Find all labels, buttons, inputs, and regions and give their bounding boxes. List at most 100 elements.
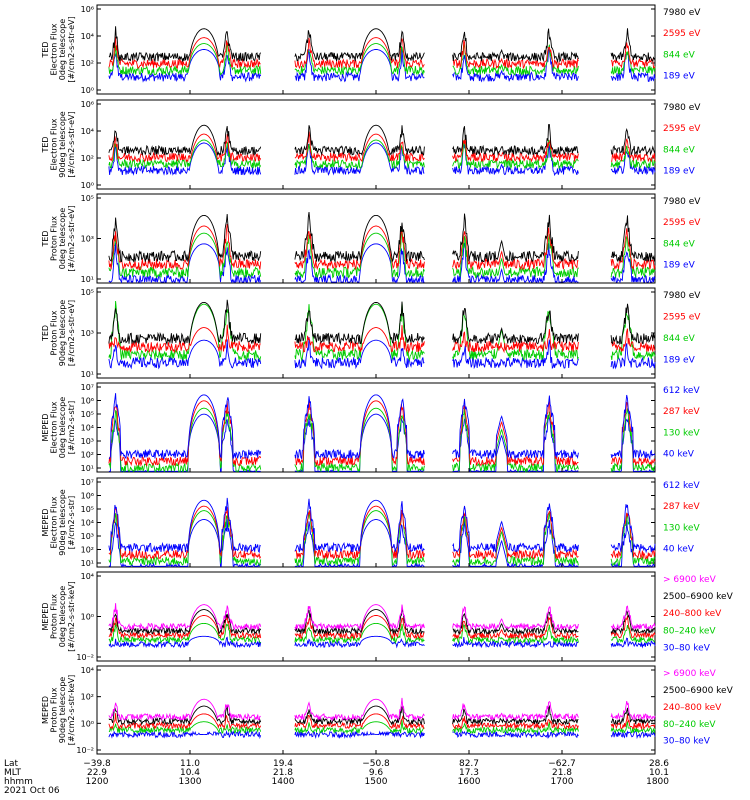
y-axis-label-line: MEPED [41, 509, 50, 537]
series-trace-80-240-kev [108, 622, 656, 645]
series-trace-130-kev [108, 510, 656, 568]
series-trace--6900-kev [108, 697, 656, 722]
legend-entry: 40 keV [663, 450, 695, 460]
y-axis-label-line: Proton Flux [50, 687, 59, 732]
series-trace-7980-ev [108, 211, 656, 264]
legend-entry: 80–240 keV [663, 720, 716, 730]
y-axis-label-line: Electron Flux [50, 23, 59, 75]
y-axis-label-line: [#/cm2-s-str-eV] [67, 111, 76, 177]
y-tick-label: 10² [81, 693, 94, 702]
y-axis-label-line: MEPED [41, 414, 50, 442]
y-tick-label: 10¹ [81, 464, 94, 473]
series-trace-30-80-kev [108, 635, 656, 649]
y-axis-label: TEDProton Flux0deg telescope[#/cm2-s-str… [41, 205, 76, 271]
y-axis-label: TEDProton Flux90deg telescope[#/cm2-s-st… [41, 300, 76, 367]
y-axis-label-line: 90deg telescope [58, 489, 67, 556]
y-axis-label-line: [#/cm2-s-str-keV] [67, 581, 76, 652]
y-axis-label-line: Electron Flux [50, 118, 59, 170]
legend-entry: 7980 eV [663, 291, 701, 301]
legend-entry: 240–800 keV [663, 609, 722, 619]
x-tick-label: 82.7 [459, 759, 479, 769]
y-axis-label-line: [#/cm2-s-str-eV] [67, 16, 76, 82]
y-tick-label: 10⁻² [76, 653, 94, 662]
y-tick-label: 10⁶ [81, 5, 94, 14]
legend-entry: 844 eV [663, 334, 696, 344]
legend-entry: 189 eV [663, 261, 696, 271]
x-tick-label: 11.0 [180, 759, 200, 769]
y-axis-label: TEDElectron Flux0deg telescope[#/cm2-s-s… [41, 16, 76, 82]
y-axis-label-line: Electron Flux [50, 496, 59, 548]
series-trace-844-ev [108, 229, 656, 279]
y-axis-label-line: TED [41, 325, 50, 342]
y-axis-label-line: 0deg telescope [58, 208, 67, 269]
series-trace-240-800-kev [108, 615, 656, 640]
y-axis-label-line: Proton Flux [50, 594, 59, 639]
plot-frame [96, 571, 656, 662]
series-trace-40-kev [108, 413, 655, 473]
x-row-label: 2021 Oct 06 [4, 786, 60, 796]
x-tick-label: 1300 [179, 777, 202, 787]
x-tick-label: 19.4 [273, 759, 293, 769]
y-axis-label-line: TED [41, 136, 50, 153]
x-tick-label: 1600 [458, 777, 481, 787]
series-trace-80-240-kev [108, 720, 656, 735]
series-trace--6900-kev [108, 603, 656, 631]
y-axis-label-line: 90deg telescope [58, 677, 67, 744]
legend-entry: 844 eV [663, 145, 696, 155]
y-axis-label-line: 0deg telescope [58, 19, 67, 80]
y-tick-label: 10⁰ [81, 613, 94, 622]
y-axis-label-line: MEPED [41, 696, 50, 724]
y-axis-label-line: Proton Flux [50, 216, 59, 261]
x-tick-label: 21.8 [552, 768, 572, 778]
legend-entry: 2595 eV [663, 312, 701, 322]
y-tick-label: 10³ [81, 532, 94, 541]
panel-2: 10⁶ 10⁴ 10² 10⁰ TEDElectron Flux90deg telesc… [41, 99, 701, 190]
y-tick-label: 10³ [81, 437, 94, 446]
y-axis-label-line: [#/cm2-s-str-eV] [67, 300, 76, 366]
legend-entry: 7980 eV [663, 197, 701, 207]
y-axis-label-line: TED [41, 41, 50, 58]
legend-entry: 2595 eV [663, 29, 701, 39]
x-tick-label: 9.6 [369, 768, 384, 778]
legend-entry: 130 keV [663, 428, 700, 438]
series-trace-189-ev [108, 47, 656, 83]
legend-entry: 2595 eV [663, 124, 701, 134]
y-tick-label: 10⁰ [81, 181, 94, 190]
legend-entry: 2595 eV [663, 218, 701, 228]
y-tick-label: 10⁵ [81, 410, 94, 419]
panel-5: 10⁷ 10⁶ 10⁵ 10⁴ 10³ 10² 10¹ MEPEDElectron Flux0… [41, 382, 700, 474]
y-axis-label-line: [#/cm2-s-str-keV] [67, 675, 76, 746]
y-tick-label: 10² [81, 154, 94, 163]
series-trace-189-ev [108, 242, 656, 284]
y-tick-label: 10⁶ [81, 492, 94, 501]
plot-frame [96, 193, 656, 284]
x-tick-label: 10.1 [649, 768, 669, 778]
x-row-label: MLT [4, 768, 22, 778]
series-trace-2595-ev [108, 224, 656, 271]
y-tick-label: 10⁻² [76, 746, 94, 755]
panel-1: 10⁶ 10⁴ 10² 10⁰ TEDElectron Flux0deg telesco… [41, 4, 701, 95]
legend-entry: 844 eV [663, 50, 696, 60]
series-trace-40-kev [108, 518, 655, 568]
x-tick-label: 21.8 [273, 768, 293, 778]
y-tick-label: 10¹ [81, 370, 94, 379]
x-tick-label: 1200 [86, 777, 109, 787]
x-tick-label: 10.4 [180, 768, 200, 778]
legend-entry: 240–800 keV [663, 703, 722, 713]
x-tick-label: −50.8 [362, 759, 390, 769]
y-axis-label: MEPEDProton Flux90deg telescope[#/cm2-s-… [41, 675, 76, 746]
y-axis-label: MEPEDElectron Flux0deg telescope[#/cm2-s… [41, 397, 76, 458]
y-axis-label-line: [#/cm2-s-str-eV] [67, 205, 76, 271]
series-trace-2595-ev [108, 131, 656, 163]
legend-entry: 612 keV [663, 481, 700, 491]
y-tick-label: 10² [81, 59, 94, 68]
plot-frame [96, 665, 656, 755]
legend-entry: 612 keV [663, 386, 700, 396]
y-tick-label: 10⁴ [81, 32, 94, 41]
x-tick-label: 1500 [365, 777, 388, 787]
legend-entry: 844 eV [663, 239, 696, 249]
legend-entry: > 6900 keV [663, 575, 717, 585]
series-trace-287-kev [108, 399, 656, 467]
